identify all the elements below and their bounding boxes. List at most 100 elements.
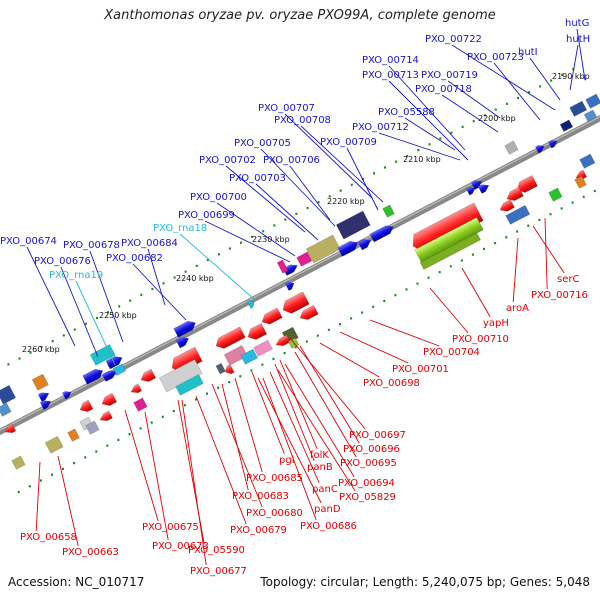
gene-shape [246, 300, 255, 309]
gene-shape [335, 210, 371, 240]
scale-dot [228, 247, 231, 250]
gene-shape [337, 240, 359, 257]
forward-gene [175, 336, 190, 349]
forward-gene [112, 363, 127, 376]
scale-dot [84, 456, 87, 459]
scale-dot [538, 218, 541, 221]
label-connector [544, 217, 548, 290]
gene-shape [569, 100, 588, 117]
scale-dot [28, 485, 31, 488]
scale-dot [172, 409, 175, 413]
forward-gene [466, 187, 476, 196]
reverse-gene [505, 205, 531, 225]
scale-dot [494, 242, 497, 245]
label-connector [147, 248, 166, 306]
gene-shape [419, 232, 481, 270]
feature-label: PXO_00718 [415, 84, 472, 95]
feature-label: PXO_rna18 [153, 223, 207, 234]
feature-label: PXO_00699 [178, 210, 235, 221]
scale-dot [261, 363, 264, 366]
gene-shape [275, 334, 291, 347]
scale-dot [95, 450, 98, 453]
scale-dot [327, 328, 330, 331]
gene-shape [4, 423, 17, 434]
label-connector [204, 220, 291, 263]
scale-dot [129, 299, 132, 302]
forward-gene [0, 384, 16, 405]
reverse-gene [215, 362, 226, 375]
feature-label: PXO_00695 [340, 458, 397, 469]
scale-dot [339, 323, 341, 326]
forward-gene [535, 145, 545, 154]
scale-dot [51, 473, 53, 476]
feature-label: PXO_00704 [423, 347, 480, 358]
forward-gene [282, 264, 298, 276]
scale-dot [228, 381, 231, 384]
scale-dot [162, 282, 165, 285]
label-connector [26, 246, 76, 347]
reverse-gene [99, 410, 113, 422]
gene-shape [299, 304, 319, 320]
gene-shape [79, 399, 94, 412]
feature-label: hutI [518, 47, 538, 58]
scale-dot [183, 404, 186, 407]
genome-backbone [0, 114, 600, 436]
scale-dot [184, 270, 187, 273]
label-connector [451, 44, 556, 111]
scale-dot [84, 322, 87, 325]
label-connector [75, 280, 116, 366]
label-connector [294, 351, 357, 458]
forward-gene [173, 320, 196, 338]
feature-label: PXO_05829 [339, 492, 396, 503]
reverse-gene [575, 169, 588, 180]
scale-dot [305, 340, 308, 343]
forward-gene [276, 259, 289, 274]
scale-tick-label: 2260 kbp [22, 345, 60, 354]
label-connector [234, 377, 263, 473]
reverse-gene [44, 435, 64, 454]
scale-dot [40, 345, 43, 348]
gene-shape [253, 339, 273, 357]
reverse-gene [175, 374, 204, 396]
forward-gene [89, 344, 116, 366]
scale-dot [272, 357, 275, 360]
reverse-gene [133, 397, 148, 412]
reverse-gene [548, 187, 563, 202]
label-connector [255, 183, 319, 241]
feature-label: PXO_00658 [20, 532, 77, 543]
reverse-gene [414, 217, 484, 263]
scale-dot [561, 73, 564, 76]
feature-label: PXO_00674 [0, 236, 57, 247]
gene-shape [11, 455, 26, 470]
feature-label: PXO_00677 [190, 566, 247, 577]
gene-shape [62, 391, 72, 400]
scale-dot [140, 293, 143, 296]
label-connector [576, 28, 586, 81]
scale-dot [39, 479, 42, 482]
scale-dot [427, 276, 430, 279]
gene-shape [101, 392, 118, 406]
scale-dot [395, 160, 398, 163]
accession-text: Accession: NC_010717 [8, 575, 145, 589]
scale-dot [161, 415, 164, 418]
gene-shape [382, 204, 395, 218]
gene-shape [548, 187, 563, 202]
feature-label: PXO_00678 [63, 240, 120, 251]
label-connector [124, 409, 159, 522]
forward-gene [335, 210, 371, 240]
scale-dot [460, 259, 463, 262]
scale-dot [372, 305, 375, 308]
gene-shape [559, 119, 574, 132]
scale-tick-label: 2220 kbp [327, 197, 365, 206]
feature-label: PXO_00684 [121, 238, 178, 249]
scale-dot [295, 212, 298, 215]
gene-shape [499, 199, 515, 212]
scale-tick-label: 2250 kbp [99, 311, 137, 320]
inner-scale-track [17, 189, 596, 494]
scale-dot [483, 247, 485, 250]
scale-dot [350, 183, 353, 186]
label-connector [221, 383, 249, 491]
scale-tick-label: 2240 kbp [176, 274, 214, 283]
forward-gene [569, 100, 588, 117]
scale-dot [283, 352, 286, 355]
